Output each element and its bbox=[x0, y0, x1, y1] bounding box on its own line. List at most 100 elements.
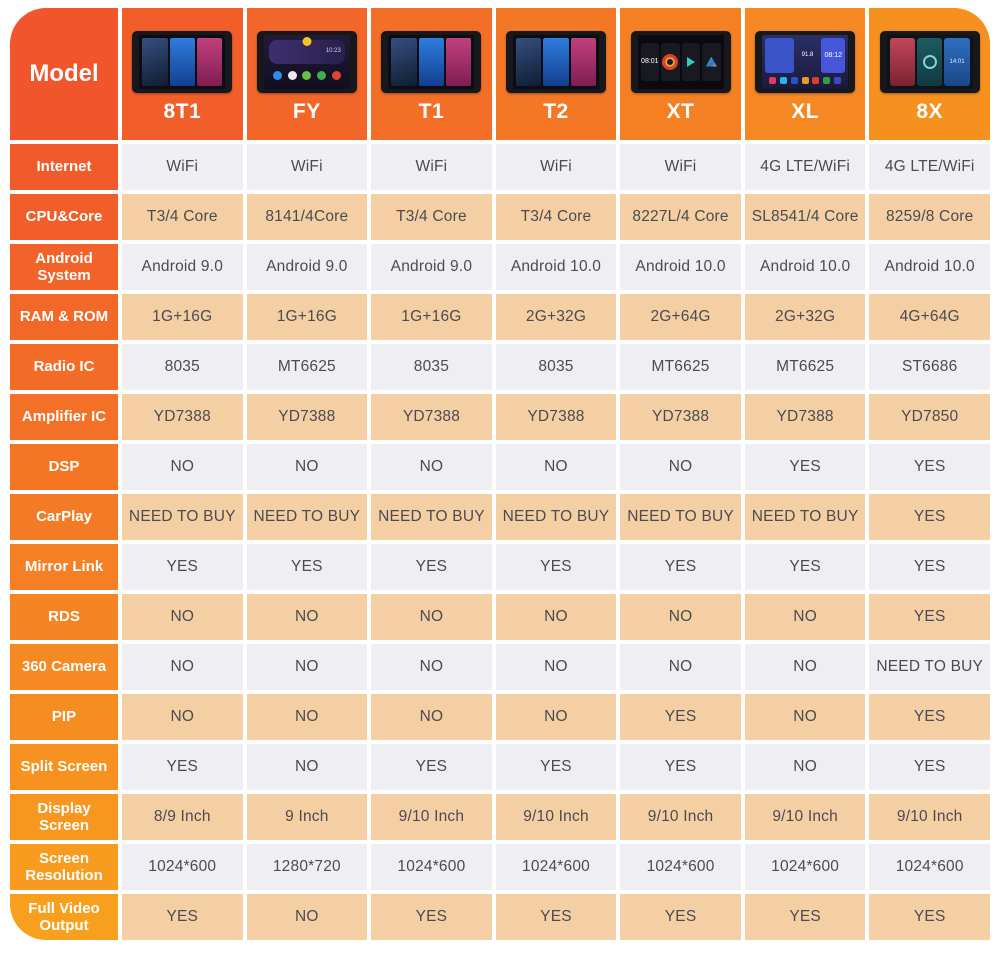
spec-cell: T3/4 Core bbox=[495, 194, 617, 240]
spec-cell: NO bbox=[246, 594, 368, 640]
model-name: XL bbox=[791, 99, 820, 123]
row-label: Android System bbox=[10, 244, 118, 290]
device-clock: 08:01 bbox=[641, 58, 659, 65]
disc-icon bbox=[922, 54, 937, 69]
spec-cell: SL8541/4 Core bbox=[744, 194, 866, 240]
spec-cell: 1G+16G bbox=[246, 294, 368, 340]
row-label: RAM & ROM bbox=[10, 294, 118, 340]
spec-cell: NO bbox=[371, 694, 492, 740]
screen-tile bbox=[142, 37, 168, 86]
map-icon bbox=[705, 56, 717, 67]
screen-tile bbox=[570, 37, 596, 86]
spec-cell: Android 10.0 bbox=[495, 244, 617, 290]
model-header-cell: T2 bbox=[495, 8, 617, 140]
spec-cell: NO bbox=[371, 594, 492, 640]
spec-cell: 8035 bbox=[122, 344, 243, 390]
spec-cell: YD7388 bbox=[495, 394, 617, 440]
spec-cell: YES bbox=[869, 694, 990, 740]
screen-widget: 10:23 bbox=[268, 36, 345, 64]
spec-cell: 9 Inch bbox=[246, 794, 368, 840]
spec-cell: 1G+16G bbox=[371, 294, 492, 340]
spec-cell: NEED TO BUY bbox=[869, 644, 990, 690]
spec-cell: 9/10 Inch bbox=[869, 794, 990, 840]
spec-cell: YES bbox=[371, 744, 492, 790]
screen-tile bbox=[391, 37, 417, 86]
screen-tile bbox=[543, 37, 569, 86]
spec-cell: YD7388 bbox=[122, 394, 243, 440]
spec-cell: 4G LTE/WiFi bbox=[869, 144, 990, 190]
spec-cell: NO bbox=[246, 644, 368, 690]
device-screen bbox=[388, 34, 475, 89]
spec-cell: YD7388 bbox=[744, 394, 866, 440]
spec-cell: 1024*600 bbox=[869, 844, 990, 890]
spec-cell: 8259/8 Core bbox=[869, 194, 990, 240]
spec-cell: NO bbox=[620, 594, 741, 640]
video-tile bbox=[889, 37, 916, 86]
row-label: Display Screen bbox=[10, 794, 118, 840]
model-name: 8X bbox=[916, 99, 944, 123]
spec-cell: 1024*600 bbox=[371, 844, 492, 890]
spec-cell: 1024*600 bbox=[495, 844, 617, 890]
spec-cell: WiFi bbox=[122, 144, 243, 190]
screen-tile bbox=[515, 37, 542, 86]
spec-cell: T3/4 Core bbox=[371, 194, 492, 240]
spec-cell: NO bbox=[246, 744, 368, 790]
spec-cell: NO bbox=[371, 644, 492, 690]
spec-cell: WiFi bbox=[495, 144, 617, 190]
spec-cell: NO bbox=[246, 444, 368, 490]
spec-cell: Android 9.0 bbox=[122, 244, 243, 290]
spec-cell: YES bbox=[620, 694, 741, 740]
spec-cell: NEED TO BUY bbox=[246, 494, 368, 540]
spec-cell: YES bbox=[371, 894, 492, 940]
app-icon bbox=[302, 71, 312, 80]
row-label: RDS bbox=[10, 594, 118, 640]
spec-cell: NEED TO BUY bbox=[371, 494, 492, 540]
spec-cell: YES bbox=[869, 544, 990, 590]
model-header-cell: 10:23 FY bbox=[246, 8, 368, 140]
spec-cell: Android 10.0 bbox=[620, 244, 741, 290]
spec-cell: 9/10 Inch bbox=[620, 794, 741, 840]
spec-cell: NO bbox=[122, 694, 243, 740]
spec-cell: WiFi bbox=[371, 144, 492, 190]
model-name: XT bbox=[666, 99, 695, 123]
device-clock: 10:23 bbox=[325, 47, 341, 54]
screen-tile bbox=[196, 37, 223, 86]
spec-cell: YD7388 bbox=[620, 394, 741, 440]
spec-cell: YES bbox=[495, 544, 617, 590]
app-icon bbox=[287, 71, 297, 80]
row-label: Radio IC bbox=[10, 344, 118, 390]
device-image bbox=[381, 30, 482, 93]
spec-cell: 2G+32G bbox=[744, 294, 866, 340]
model-name: T1 bbox=[418, 99, 445, 123]
spec-cell: YES bbox=[744, 894, 866, 940]
app-icon bbox=[801, 76, 809, 84]
spec-cell: NO bbox=[744, 594, 866, 640]
spec-cell: 4G LTE/WiFi bbox=[744, 144, 866, 190]
spec-cell: NO bbox=[744, 644, 866, 690]
screen-tile bbox=[446, 37, 472, 86]
spec-cell: NO bbox=[122, 594, 243, 640]
spec-cell: NEED TO BUY bbox=[495, 494, 617, 540]
spec-cell: YES bbox=[620, 744, 741, 790]
radio-icon bbox=[662, 53, 679, 70]
radio-freq: 91.8 bbox=[801, 52, 814, 58]
spec-cell: 1G+16G bbox=[122, 294, 243, 340]
spec-cell: NO bbox=[495, 694, 617, 740]
app-icons-row bbox=[267, 66, 347, 86]
spec-cell: YES bbox=[122, 744, 243, 790]
device-screen bbox=[139, 34, 226, 89]
spec-cell: YES bbox=[744, 444, 866, 490]
spec-cell: NO bbox=[744, 744, 866, 790]
spec-cell: 1024*600 bbox=[620, 844, 741, 890]
device-image bbox=[505, 30, 606, 93]
app-icon bbox=[331, 71, 341, 80]
app-icon bbox=[834, 76, 842, 84]
spec-cell: NO bbox=[246, 694, 368, 740]
device-image: 91.8 08:12 bbox=[755, 30, 856, 93]
spec-cell: NO bbox=[620, 644, 741, 690]
spec-cell: MT6625 bbox=[620, 344, 741, 390]
spec-cell: 2G+64G bbox=[620, 294, 741, 340]
spec-cell: YES bbox=[869, 594, 990, 640]
spec-cell: 8035 bbox=[495, 344, 617, 390]
